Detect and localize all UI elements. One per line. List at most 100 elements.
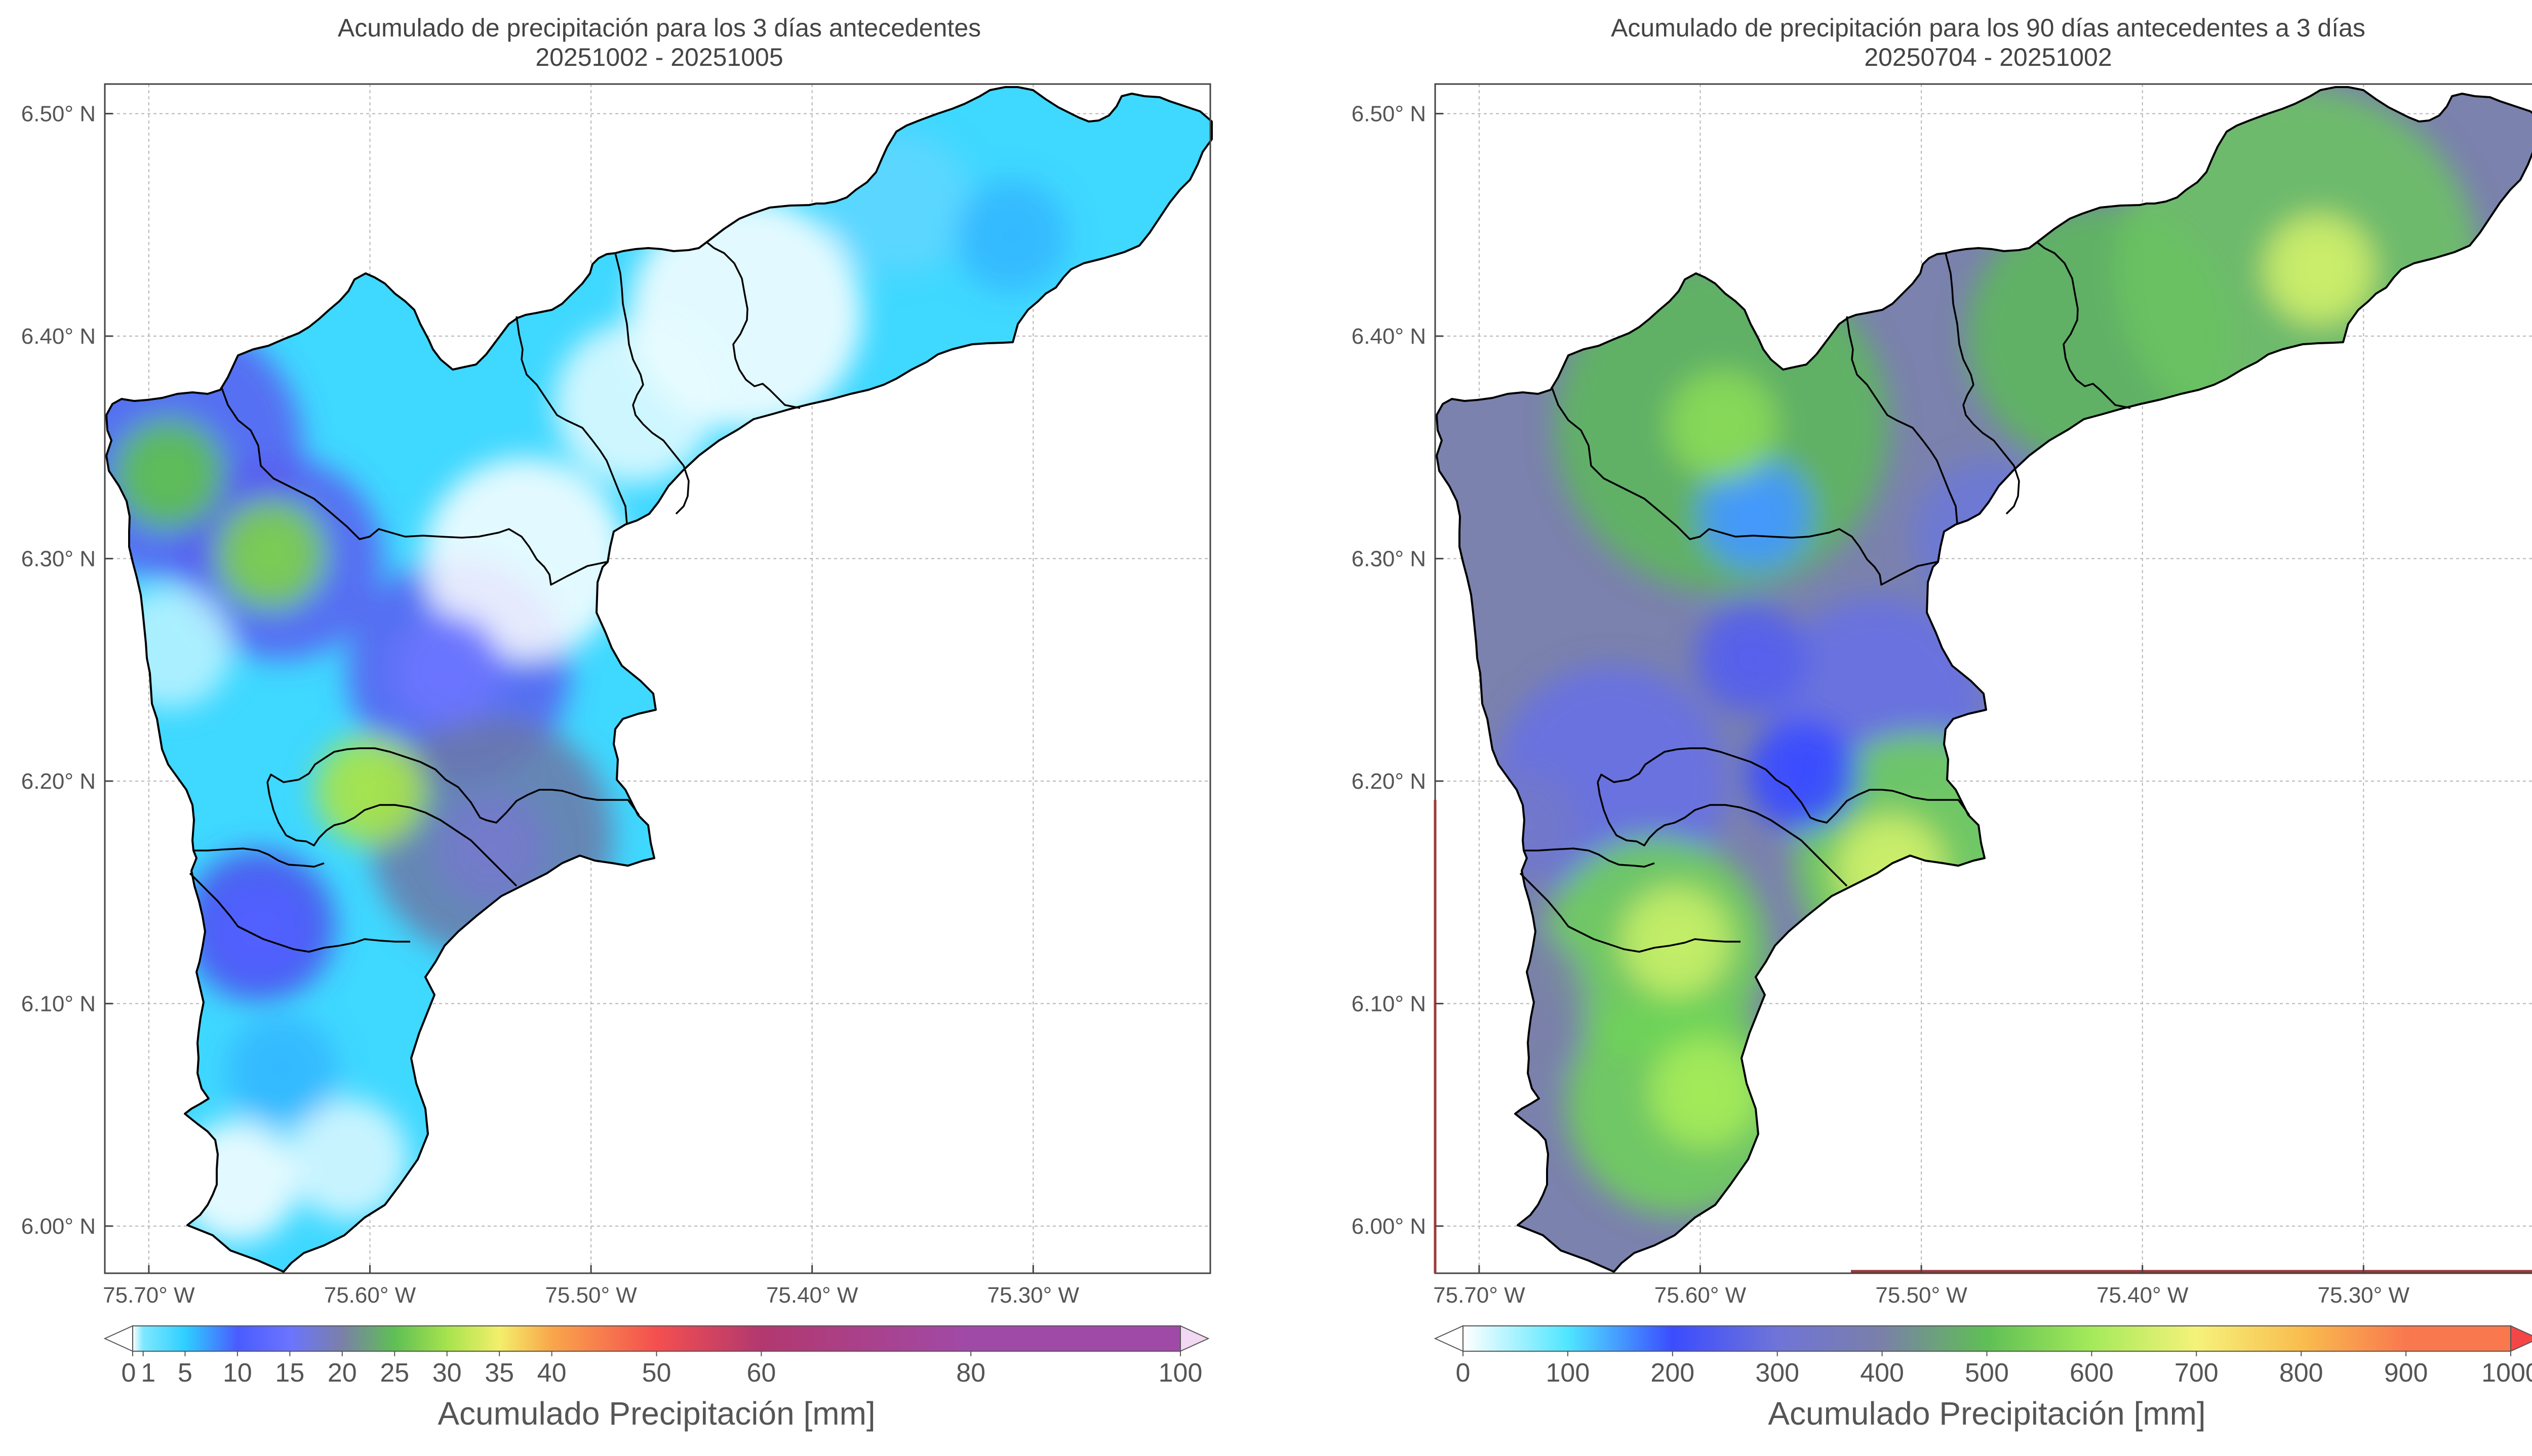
x-tick-label: 75.70° W — [103, 1283, 195, 1308]
colorbar-tick-label: 1 — [141, 1358, 155, 1388]
colorbar-tick-label: 900 — [2384, 1358, 2428, 1388]
y-axis-ticks: 6.00° N 6.10° N 6.20° N 6.30° N 6.40° N 6.50°… — [21, 101, 113, 1239]
precipitation-field — [1437, 87, 2532, 1272]
y-tick-label: 6.20° N — [1352, 769, 1426, 794]
y-tick-label: 6.10° N — [1352, 991, 1426, 1016]
municipal-border — [2036, 241, 2131, 409]
colorbar-tick-label: 0 — [1456, 1358, 1471, 1388]
map-panel-3-days: Acumulado de precipitación para los 3 dí… — [21, 14, 1213, 1432]
x-tick-label: 75.60° W — [1654, 1283, 1747, 1308]
colorbar-tick-label: 10 — [223, 1358, 252, 1388]
municipal-border — [705, 241, 801, 409]
map-frame — [104, 83, 1211, 1274]
municipal-border — [1597, 747, 1970, 824]
colorbar-tick-label: 0 — [122, 1358, 136, 1388]
colorbar-tick-label: 100 — [1546, 1358, 1590, 1388]
colorbar-tick-label: 50 — [642, 1358, 671, 1388]
colorbar-tick-label: 25 — [380, 1358, 409, 1388]
municipal-border — [614, 253, 690, 515]
y-tick-label: 6.00° N — [21, 1214, 96, 1239]
x-tick-label: 75.30° W — [987, 1283, 1080, 1308]
municipal-border — [194, 847, 279, 862]
precip-hotspot-core — [1731, 490, 1780, 539]
precip-hotspot-core — [235, 906, 284, 955]
colorbar-tick-label: 400 — [1860, 1358, 1904, 1388]
colorbar-extend-min — [103, 1325, 133, 1352]
colorbar-tick-label: 30 — [432, 1358, 462, 1388]
municipal-boundaries — [105, 86, 1213, 1273]
y-axis-ticks: 6.00° N 6.10° N 6.20° N 6.30° N 6.40° N 6.50°… — [1352, 101, 1443, 1239]
precip-hotspot-core — [144, 450, 193, 499]
precip-hotspot-core — [986, 212, 1036, 261]
municipal-border — [516, 316, 628, 524]
x-tick-label: 75.50° W — [1875, 1283, 1967, 1308]
precip-hotspot-core — [2294, 245, 2344, 294]
municipal-border — [1846, 316, 1958, 524]
chart-title-line2: 20251002 - 20251005 — [535, 43, 783, 71]
colorbar-label: Acumulado Precipitación [mm] — [1768, 1395, 2205, 1432]
x-axis-ticks: 75.70° W 75.60° W 75.50° W 75.40° W 75.30° W — [1433, 1265, 2409, 1308]
colorbar-tick-label: 200 — [1650, 1358, 1694, 1388]
region-outline — [1436, 86, 2532, 1273]
colorbar-extend-max — [1180, 1325, 1210, 1352]
colorbar-90-days: 0 100 200 300 400 500 600 700 800 900 1000 Acumulad… — [1434, 1325, 2532, 1432]
x-tick-label: 75.30° W — [2318, 1283, 2410, 1308]
colorbar-tick-label: 800 — [2279, 1358, 2323, 1388]
municipal-border — [1519, 872, 1740, 953]
field-blob — [554, 321, 717, 484]
x-tick-label: 75.70° W — [1433, 1283, 1525, 1308]
colorbar-extend-max — [2510, 1325, 2532, 1352]
colorbar-tick-label: 1000 — [2481, 1358, 2532, 1388]
colorbar-tick-label: 500 — [1965, 1358, 2009, 1388]
precip-hotspot-core — [246, 530, 295, 579]
field-blob — [1912, 460, 2064, 613]
colorbar-tick-label: 15 — [275, 1358, 304, 1388]
x-tick-label: 75.60° W — [324, 1283, 416, 1308]
colorbar-tick-label: 40 — [537, 1358, 567, 1388]
colorbar-tick-label: 600 — [2070, 1358, 2114, 1388]
y-tick-label: 6.30° N — [21, 546, 96, 571]
y-tick-label: 6.00° N — [1352, 1214, 1426, 1239]
x-axis-ticks: 75.70° W 75.60° W 75.50° W 75.40° W 75.30° W — [103, 1265, 1079, 1308]
y-tick-label: 6.10° N — [21, 991, 96, 1016]
map-frame — [1434, 83, 2532, 1274]
precip-hotspot-core — [1726, 634, 1775, 683]
colorbar-tick-label: 60 — [746, 1358, 776, 1388]
colorbar-tick-label: 300 — [1755, 1358, 1799, 1388]
colorbar-tick-label: 80 — [956, 1358, 985, 1388]
y-tick-label: 6.50° N — [21, 101, 96, 126]
precip-hotspot-core — [467, 823, 516, 872]
municipal-border — [220, 386, 607, 586]
y-tick-label: 6.20° N — [21, 769, 96, 794]
precipitation-field — [106, 87, 1212, 1272]
colorbar-tick-label: 20 — [328, 1358, 357, 1388]
precip-hotspot-core — [1698, 400, 1747, 450]
colorbar-extend-min — [1434, 1325, 1463, 1352]
precip-hotspot-core — [423, 645, 472, 695]
region-outline — [105, 86, 1213, 1273]
municipal-border — [1597, 782, 1848, 887]
colorbar-label: Acumulado Precipitación [mm] — [438, 1395, 875, 1432]
municipal-boundaries — [1436, 86, 2532, 1273]
precip-hotspot-core — [1680, 1068, 1729, 1117]
y-tick-label: 6.40° N — [21, 324, 96, 349]
municipal-border — [1608, 860, 1655, 868]
map-panel-90-days: Acumulado de precipitación para los 90 d… — [1352, 14, 2532, 1432]
chart-title-line2: 20250704 - 20251002 — [1864, 43, 2112, 71]
field-blob — [287, 1098, 409, 1220]
chart-title-line1: Acumulado de precipitación para los 3 dí… — [338, 14, 981, 42]
chart-title-line1: Acumulado de precipitación para los 90 d… — [1611, 14, 2365, 42]
y-tick-label: 6.40° N — [1352, 324, 1426, 349]
y-tick-label: 6.30° N — [1352, 546, 1426, 571]
colorbar-tick-label: 5 — [178, 1358, 192, 1388]
precip-hotspot — [1834, 814, 1946, 926]
colorbar-tick-label: 700 — [2174, 1358, 2219, 1388]
colorbar-bar — [1462, 1325, 2511, 1352]
precip-hotspot-core — [1651, 917, 1700, 966]
precip-hotspot-core — [1777, 750, 1827, 799]
field-blob — [423, 457, 626, 660]
municipal-border — [1551, 386, 1937, 586]
precip-hotspot-core — [1866, 845, 1915, 895]
